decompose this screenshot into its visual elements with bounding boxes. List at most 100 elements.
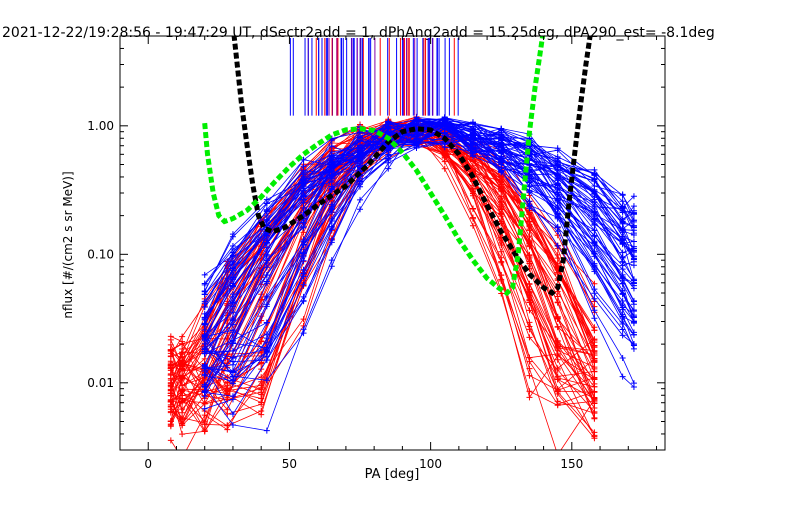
pa-distribution-curve <box>204 118 635 345</box>
data-marker <box>591 295 598 302</box>
data-marker <box>263 240 270 247</box>
data-marker <box>300 237 307 244</box>
data-marker <box>591 211 598 218</box>
data-marker <box>263 301 270 308</box>
data-marker <box>258 401 265 408</box>
y-tick-label: 1.00 <box>87 119 114 133</box>
data-marker <box>526 388 533 395</box>
pa-distribution-curve <box>204 134 635 337</box>
data-marker <box>619 235 626 242</box>
data-marker <box>619 311 626 318</box>
data-marker <box>619 198 626 205</box>
x-tick-label: 0 <box>144 457 152 471</box>
data-marker <box>526 218 533 225</box>
data-marker <box>554 344 561 351</box>
data-marker <box>385 151 392 158</box>
data-marker <box>469 166 476 173</box>
data-marker <box>328 143 335 150</box>
data-marker <box>469 143 476 150</box>
data-marker <box>554 260 561 267</box>
data-marker <box>591 170 598 177</box>
pa-distribution-curve <box>204 128 635 289</box>
data-marker <box>591 263 598 270</box>
data-marker <box>258 408 265 415</box>
data-marker <box>201 321 208 328</box>
data-marker <box>554 169 561 176</box>
data-marker <box>619 275 626 282</box>
data-marker <box>224 387 231 394</box>
data-marker <box>229 317 236 324</box>
data-marker <box>179 375 186 382</box>
data-marker <box>229 333 236 340</box>
data-marker <box>554 376 561 383</box>
data-marker <box>469 133 476 140</box>
data-marker <box>498 193 505 200</box>
data-marker <box>229 373 236 380</box>
x-tick-label: 100 <box>419 457 442 471</box>
data-marker <box>229 358 236 365</box>
data-marker <box>300 169 307 176</box>
data-marker <box>328 223 335 230</box>
data-marker <box>263 248 270 255</box>
data-marker <box>263 219 270 226</box>
data-marker <box>201 288 208 295</box>
data-marker <box>619 326 626 333</box>
data-marker <box>591 429 598 436</box>
data-marker <box>619 373 626 380</box>
data-marker <box>554 398 561 405</box>
data-marker <box>201 331 208 338</box>
data-marker <box>619 218 626 225</box>
data-marker <box>591 336 598 343</box>
data-marker <box>554 315 561 322</box>
data-marker <box>526 252 533 259</box>
data-marker <box>328 158 335 165</box>
data-marker <box>300 253 307 260</box>
data-marker <box>469 206 476 213</box>
data-marker <box>630 280 637 287</box>
data-marker <box>591 222 598 229</box>
data-marker <box>554 351 561 358</box>
data-marker <box>328 186 335 193</box>
data-marker <box>300 177 307 184</box>
data-marker <box>498 153 505 160</box>
data-marker <box>498 258 505 265</box>
data-marker <box>441 158 448 165</box>
data-marker <box>229 411 236 418</box>
data-marker <box>263 272 270 279</box>
pa-distribution-curve <box>204 123 635 355</box>
data-marker <box>179 409 186 416</box>
chart-title: 2021-12-22/19:28:56 - 19:47:29 UT, dSect… <box>2 25 715 41</box>
data-marker <box>229 340 236 347</box>
data-marker <box>357 138 364 145</box>
data-marker <box>619 191 626 198</box>
data-marker <box>526 307 533 314</box>
data-marker <box>229 249 236 256</box>
data-marker <box>229 393 236 400</box>
pa-distribution-curve <box>204 119 634 363</box>
data-marker <box>201 400 208 407</box>
x-tick-label: 50 <box>282 457 297 471</box>
data-marker <box>498 136 505 143</box>
data-marker <box>591 410 598 417</box>
data-marker <box>630 203 637 210</box>
data-marker <box>179 398 186 405</box>
data-marker <box>554 356 561 363</box>
pa-distribution-curve <box>204 116 635 322</box>
data-marker <box>619 301 626 308</box>
data-marker <box>300 196 307 203</box>
data-marker <box>498 183 505 190</box>
data-marker <box>526 182 533 189</box>
data-marker <box>498 248 505 255</box>
data-marker <box>229 274 236 281</box>
data-marker <box>224 422 231 429</box>
data-marker <box>179 333 186 340</box>
data-marker <box>498 161 505 168</box>
data-marker <box>526 394 533 401</box>
data-marker <box>441 150 448 157</box>
x-axis-label: PA [deg] <box>365 467 420 482</box>
data-marker <box>526 227 533 234</box>
data-marker <box>328 152 335 159</box>
data-marker <box>300 273 307 280</box>
data-marker <box>469 120 476 127</box>
